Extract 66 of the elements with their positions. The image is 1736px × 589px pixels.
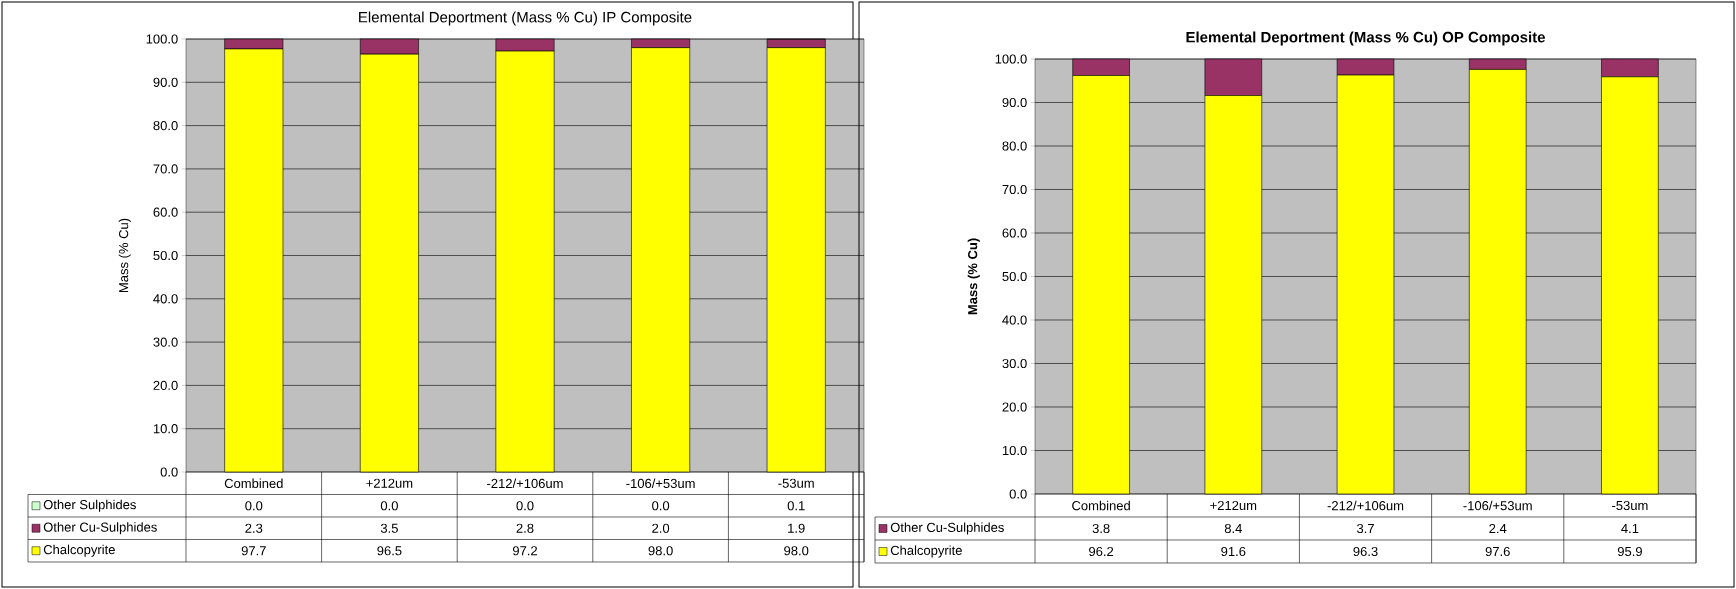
data-label: 3.8: [1092, 523, 1110, 534]
y-tick-label: 0.0: [1009, 489, 1027, 499]
y-tick-label: 70.0: [153, 164, 178, 174]
data-label: 0.1: [787, 501, 805, 511]
y-tick-label: 50.0: [1002, 271, 1027, 282]
legend-label: Other Sulphides: [43, 499, 136, 512]
y-tick-label: 20.0: [1002, 402, 1027, 412]
data-label: 0.0: [652, 501, 670, 511]
y-tick-label: 0.0: [160, 467, 178, 477]
y-tick-label: 40.0: [1002, 315, 1027, 325]
data-label: 0.0: [245, 501, 263, 511]
x-tick-label: -212/+106um: [487, 478, 563, 489]
y-tick-label: 10.0: [1002, 445, 1027, 456]
data-label: 97.6: [1485, 546, 1510, 557]
data-label: 98.0: [784, 546, 809, 556]
data-label: 8.4: [1224, 523, 1242, 534]
data-label: 95.9: [1617, 546, 1642, 557]
legend-label: Other Cu-Sulphides: [43, 522, 157, 535]
y-tick-label: 80.0: [153, 120, 178, 131]
x-tick-label: Combined: [224, 478, 283, 489]
x-tick-label: -106/+53um: [1463, 500, 1532, 511]
y-tick-label: 30.0: [153, 337, 178, 347]
x-tick-label: -53um: [1612, 500, 1648, 511]
legend-label: Chalcopyrite: [43, 544, 115, 557]
y-tick-label: 60.0: [153, 207, 178, 217]
y-tick-label: 90.0: [153, 77, 178, 87]
y-tick-label: 40.0: [153, 294, 178, 304]
data-label: 97.2: [512, 546, 537, 556]
y-tick-label: 20.0: [153, 380, 178, 390]
x-tick-label: +212um: [366, 478, 413, 488]
y-tick-label: 70.0: [1002, 184, 1027, 195]
data-label: 2.8: [516, 523, 534, 533]
data-label: 2.3: [245, 523, 263, 533]
data-label: 96.2: [1089, 546, 1114, 557]
data-label: 2.4: [1489, 523, 1507, 534]
x-tick-label: -53um: [778, 478, 814, 488]
y-tick-label: 80.0: [1002, 141, 1027, 151]
y-tick-label: 100.0: [146, 34, 178, 44]
data-label: 91.6: [1221, 546, 1246, 557]
data-label: 0.0: [516, 501, 534, 511]
x-tick-label: Combined: [1072, 500, 1130, 511]
data-label: 2.0: [652, 523, 670, 533]
data-label: 3.7: [1356, 523, 1374, 534]
y-axis-title: Mass (% Cu): [118, 218, 131, 292]
y-axis-title: Mass (% Cu): [967, 238, 980, 315]
y-tick-label: 90.0: [1002, 97, 1027, 108]
data-label: 97.7: [241, 546, 266, 556]
data-label: 3.5: [380, 523, 398, 533]
x-tick-label: -212/+106um: [1327, 500, 1404, 511]
chart-title: Elemental Deportment (Mass % Cu) IP Composite: [359, 11, 692, 26]
y-tick-label: 30.0: [1002, 358, 1027, 369]
y-tick-label: 50.0: [153, 250, 178, 261]
data-label: 98.0: [648, 546, 673, 556]
x-tick-label: +212um: [1210, 500, 1257, 511]
data-label: 4.1: [1621, 524, 1639, 533]
y-tick-label: 60.0: [1002, 228, 1027, 238]
x-tick-label: -106/+53um: [626, 478, 695, 489]
chart-title: Elemental Deportment (Mass % Cu) OP Composite: [1186, 31, 1545, 46]
data-label: 96.5: [377, 546, 402, 556]
y-tick-label: 100.0: [995, 54, 1027, 64]
y-tick-label: 10.0: [153, 424, 178, 434]
data-label: 1.9: [788, 523, 805, 533]
data-label: 96.3: [1353, 546, 1378, 557]
legend-label: Other Cu-Sulphides: [890, 522, 1004, 535]
data-label: 0.0: [380, 501, 398, 511]
legend-label: Chalcopyrite: [890, 545, 962, 558]
